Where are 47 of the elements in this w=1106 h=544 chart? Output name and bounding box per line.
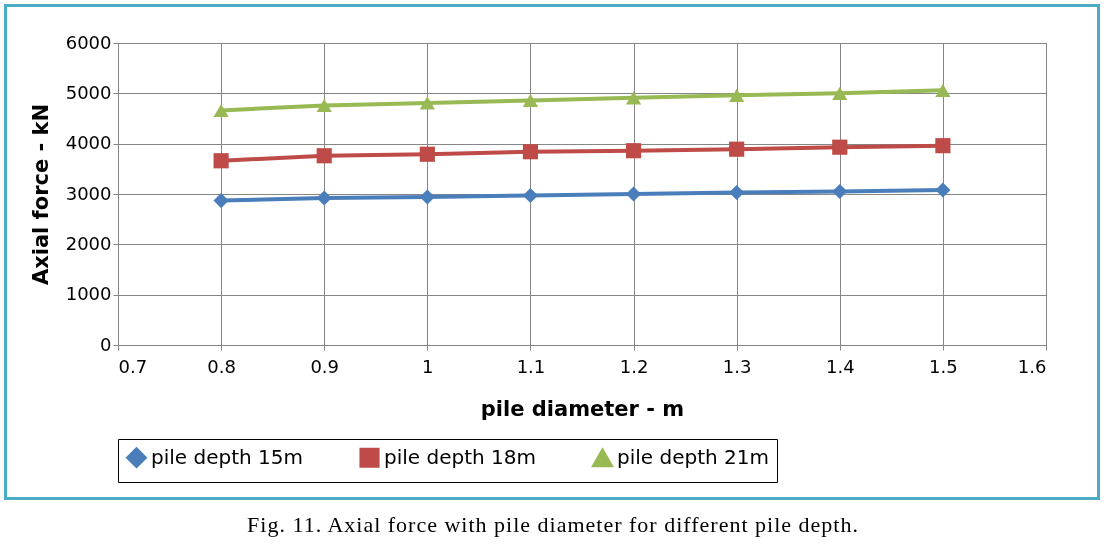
y-tick-label: 2000 <box>65 232 112 254</box>
point <box>832 86 848 100</box>
y-tick-label: 4000 <box>65 132 112 154</box>
x-tick-label: 1.4 <box>825 355 855 377</box>
x-tick-label: 1.6 <box>1017 355 1047 377</box>
x-tick-label: 1.1 <box>516 355 546 377</box>
y-axis-title: Axial force - kN <box>28 103 53 286</box>
point <box>522 187 539 204</box>
point <box>316 148 332 164</box>
point <box>729 88 745 102</box>
point <box>935 83 951 97</box>
y-tick-label: 3000 <box>65 182 112 204</box>
point <box>625 186 642 202</box>
legend-label: pile depth 21m <box>617 445 769 470</box>
y-tick-label: 0 <box>100 333 112 355</box>
point <box>729 184 745 201</box>
point <box>832 139 848 155</box>
point <box>935 138 951 154</box>
x-tick-label: 1 <box>422 355 434 377</box>
point <box>419 189 435 205</box>
point <box>213 153 229 169</box>
point <box>213 192 229 209</box>
x-tick-label: 1.2 <box>619 355 649 377</box>
point <box>625 91 642 105</box>
y-tick-label: 1000 <box>65 283 112 305</box>
point <box>522 144 539 160</box>
x-tick-label: 1.3 <box>722 355 752 377</box>
point <box>625 143 642 159</box>
point <box>729 141 745 157</box>
y-tick-label: 5000 <box>65 81 112 103</box>
point <box>213 103 229 118</box>
x-tick-label: 0.7 <box>118 355 148 377</box>
point <box>419 96 435 110</box>
x-axis-title: pile diameter - m <box>480 396 685 421</box>
point <box>419 146 435 162</box>
x-tick-label: 1.5 <box>929 355 958 377</box>
point <box>832 183 848 200</box>
x-tick-label: 0.8 <box>207 355 236 377</box>
point <box>316 98 332 112</box>
point <box>316 190 332 206</box>
y-tick-label: 6000 <box>65 31 112 53</box>
point <box>522 93 539 107</box>
point <box>935 182 951 198</box>
legend-label: pile depth 15m <box>151 444 303 469</box>
legend-label: pile depth 18m <box>384 444 536 469</box>
x-tick-label: 0.9 <box>310 355 340 377</box>
caption: Fig. 11. Axial force with pile diameter for different pile depth. <box>246 512 860 538</box>
